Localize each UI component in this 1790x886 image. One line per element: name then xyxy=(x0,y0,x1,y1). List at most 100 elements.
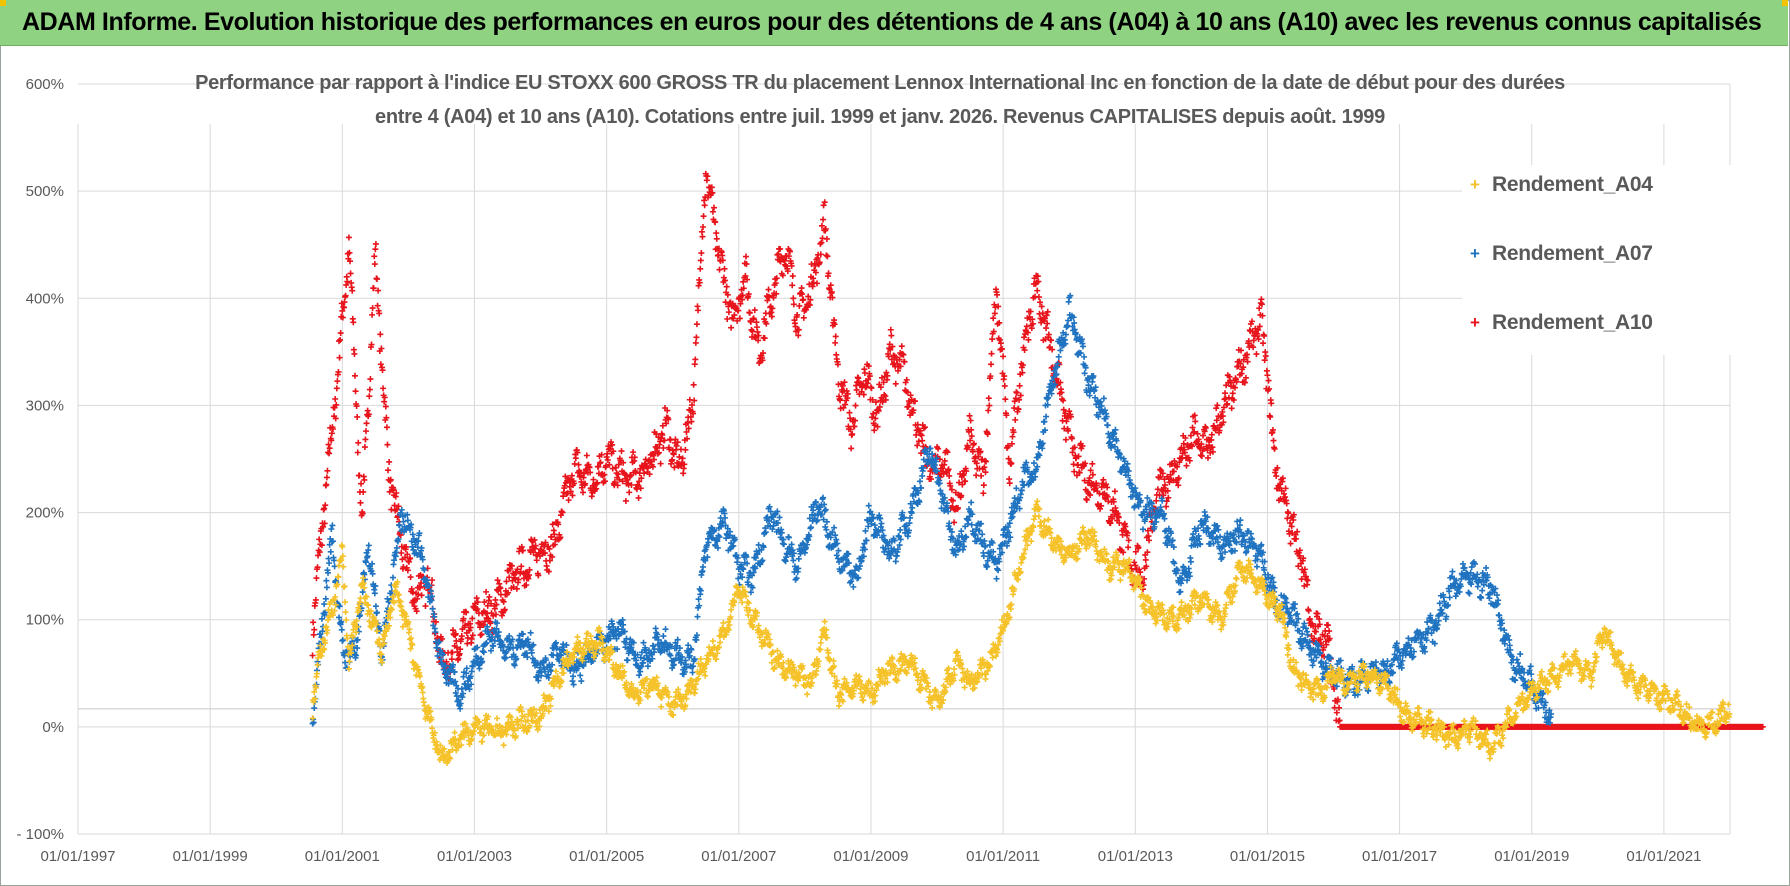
data-point xyxy=(1000,353,1007,360)
data-point xyxy=(531,536,538,543)
data-point xyxy=(701,202,708,209)
data-point xyxy=(846,409,853,416)
data-point xyxy=(503,578,510,585)
data-point xyxy=(670,451,677,458)
data-point xyxy=(785,253,792,260)
data-point xyxy=(869,414,876,421)
data-point xyxy=(398,506,405,513)
data-point xyxy=(366,393,373,400)
data-point xyxy=(1081,353,1088,360)
data-point xyxy=(321,520,328,527)
data-point xyxy=(624,657,631,664)
data-point xyxy=(312,596,319,603)
data-point xyxy=(1261,357,1268,364)
data-point xyxy=(941,457,948,464)
data-point xyxy=(766,293,773,300)
data-point xyxy=(676,453,683,460)
data-point xyxy=(946,472,953,479)
data-point xyxy=(1009,433,1016,440)
data-point xyxy=(494,577,501,584)
data-point xyxy=(469,615,476,622)
data-point xyxy=(513,585,520,592)
data-point xyxy=(351,372,358,379)
data-point xyxy=(583,452,590,459)
data-point xyxy=(968,499,975,506)
data-point xyxy=(837,397,844,404)
data-point xyxy=(905,403,912,410)
data-point xyxy=(655,449,662,456)
data-point xyxy=(823,235,830,242)
data-point xyxy=(527,629,534,636)
data-point xyxy=(323,584,330,591)
data-point xyxy=(866,373,873,380)
data-point xyxy=(1514,659,1521,666)
data-point xyxy=(383,424,390,431)
data-point xyxy=(1142,556,1149,563)
data-point xyxy=(723,283,730,290)
data-point xyxy=(898,343,905,350)
data-point xyxy=(724,291,731,298)
data-point xyxy=(901,358,908,365)
data-point xyxy=(1513,656,1520,663)
x-tick-label: 01/01/2009 xyxy=(833,848,908,865)
data-point xyxy=(1005,442,1012,449)
y-tick-label: - 100% xyxy=(16,826,64,843)
data-point xyxy=(813,280,820,287)
data-point xyxy=(968,433,975,440)
data-point xyxy=(906,400,913,407)
data-point xyxy=(988,361,995,368)
data-point xyxy=(980,490,987,497)
data-point xyxy=(884,372,891,379)
data-point xyxy=(382,403,389,410)
data-point xyxy=(790,301,797,308)
data-point xyxy=(1010,429,1017,436)
data-point xyxy=(592,486,599,493)
data-point xyxy=(725,309,732,316)
data-point xyxy=(799,291,806,298)
data-point xyxy=(356,472,363,479)
data-point xyxy=(977,448,984,455)
banner-corner-left xyxy=(0,0,6,6)
data-point xyxy=(601,478,608,485)
banner-corner-right xyxy=(1782,0,1788,6)
data-point xyxy=(559,509,566,516)
data-point xyxy=(713,230,720,237)
data-point xyxy=(375,287,382,294)
data-point xyxy=(1479,587,1486,594)
data-point xyxy=(377,361,384,368)
x-tick-label: 01/01/2007 xyxy=(701,848,776,865)
data-point xyxy=(628,481,635,488)
data-point xyxy=(1260,340,1267,347)
data-point xyxy=(688,418,695,425)
data-point xyxy=(575,461,582,468)
data-point xyxy=(750,315,757,322)
data-point xyxy=(358,480,365,487)
data-point xyxy=(561,482,568,489)
data-point xyxy=(671,464,678,471)
data-point xyxy=(760,350,767,357)
data-point xyxy=(1336,717,1343,724)
data-point xyxy=(790,557,797,564)
data-point xyxy=(887,326,894,333)
data-point xyxy=(980,482,987,489)
data-point xyxy=(631,454,638,461)
data-point xyxy=(1214,402,1221,409)
data-point xyxy=(488,600,494,607)
data-point xyxy=(404,551,411,558)
data-point xyxy=(343,281,350,288)
data-point xyxy=(514,566,521,573)
y-tick-label: 600% xyxy=(26,76,64,93)
data-point xyxy=(849,431,856,438)
data-point xyxy=(761,316,768,323)
data-point xyxy=(1030,460,1037,467)
data-point xyxy=(400,564,407,571)
data-point xyxy=(888,332,895,339)
data-point xyxy=(650,456,657,463)
data-point xyxy=(506,574,513,581)
data-point xyxy=(851,417,858,424)
data-point xyxy=(918,432,925,439)
data-point xyxy=(310,719,317,726)
data-point xyxy=(408,585,415,592)
data-point xyxy=(985,395,992,402)
data-point xyxy=(1003,412,1010,419)
